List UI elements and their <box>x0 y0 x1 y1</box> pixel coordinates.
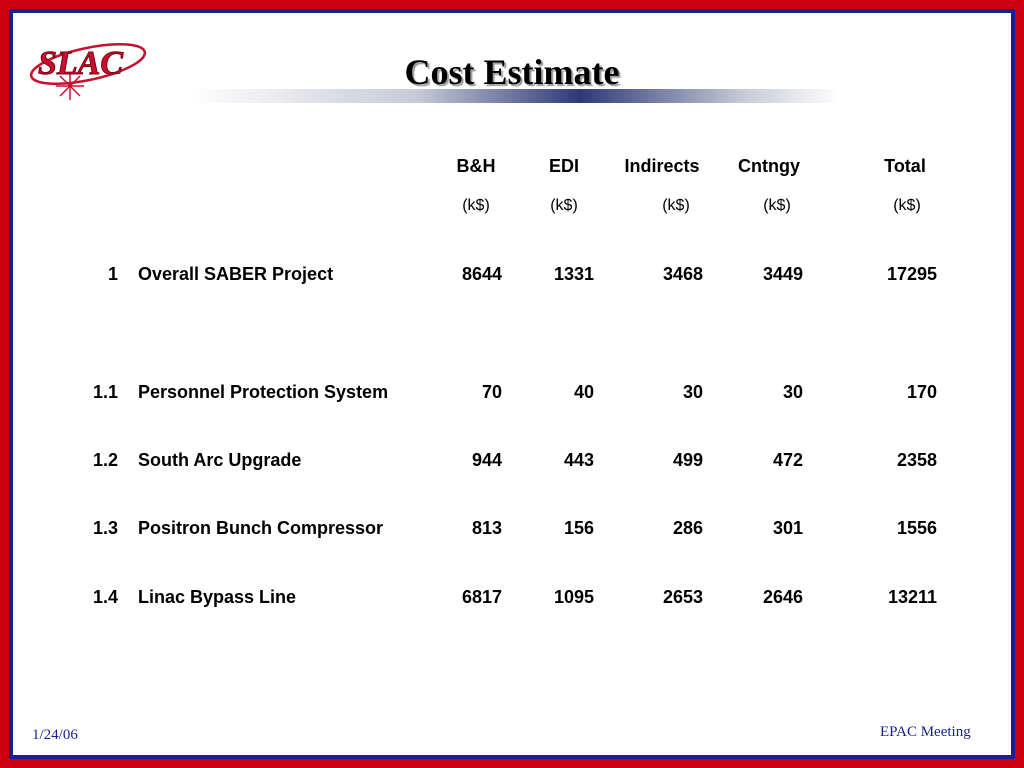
cell-indirects: 2653 <box>662 587 703 607</box>
column-header-cntngy: Cntngy <box>738 156 800 176</box>
cell-cntngy: 472 <box>772 450 803 470</box>
cell-edi: 40 <box>573 382 594 402</box>
cell-indirects: 30 <box>682 382 703 402</box>
cell-indirects: 499 <box>672 450 703 470</box>
row-number: 1.3 <box>92 518 118 538</box>
column-unit: (k$) <box>550 197 578 214</box>
cell-edi: 443 <box>563 450 594 470</box>
row-label: Overall SABER Project <box>138 264 334 284</box>
logo-star <box>56 72 84 100</box>
cell-cntngy: 30 <box>782 382 803 402</box>
title-underline <box>190 89 840 103</box>
row-number: 1 <box>107 264 118 284</box>
cell-bh: 944 <box>471 450 502 470</box>
slac-logo: SLAC <box>29 42 147 100</box>
column-unit: (k$) <box>662 197 690 214</box>
cell-indirects: 286 <box>672 518 703 538</box>
column-header-edi: EDI <box>548 156 579 176</box>
column-header-bh: B&H <box>456 156 496 176</box>
footer-date: 1/24/06 <box>32 727 78 743</box>
logo-orbit <box>29 42 147 86</box>
cell-total: 17295 <box>886 264 937 284</box>
column-header-indirects: Indirects <box>624 156 700 176</box>
cell-total: 170 <box>906 382 937 402</box>
cell-edi: 1095 <box>553 587 594 607</box>
row-number: 1.1 <box>92 382 118 402</box>
cell-cntngy: 301 <box>772 518 803 538</box>
cell-bh: 6817 <box>461 587 502 607</box>
cell-bh: 813 <box>471 518 502 538</box>
cell-total: 13211 <box>887 587 937 607</box>
cell-total: 1556 <box>896 518 937 538</box>
logo-text: SLAC <box>38 45 123 82</box>
row-label: Personnel Protection System <box>138 382 389 402</box>
row-number: 1.4 <box>92 587 118 607</box>
page-title: Cost Estimate <box>404 52 620 92</box>
cell-indirects: 3468 <box>662 264 703 284</box>
row-number: 1.2 <box>92 450 118 470</box>
column-header-total: Total <box>884 156 926 176</box>
cell-bh: 70 <box>481 382 502 402</box>
column-unit: (k$) <box>763 197 791 214</box>
row-label: Positron Bunch Compressor <box>138 518 384 538</box>
row-label: South Arc Upgrade <box>138 450 302 470</box>
slide-canvas <box>13 13 1011 755</box>
cell-total: 2358 <box>896 450 937 470</box>
column-unit: (k$) <box>893 197 921 214</box>
cell-cntngy: 2646 <box>762 587 803 607</box>
cell-bh: 8644 <box>461 264 502 284</box>
row-label: Linac Bypass Line <box>138 587 297 607</box>
column-unit: (k$) <box>462 197 490 214</box>
footer-meeting-name: EPAC Meeting <box>880 724 971 740</box>
cell-cntngy: 3449 <box>762 264 803 284</box>
cell-edi: 1331 <box>553 264 594 284</box>
cell-edi: 156 <box>563 518 594 538</box>
